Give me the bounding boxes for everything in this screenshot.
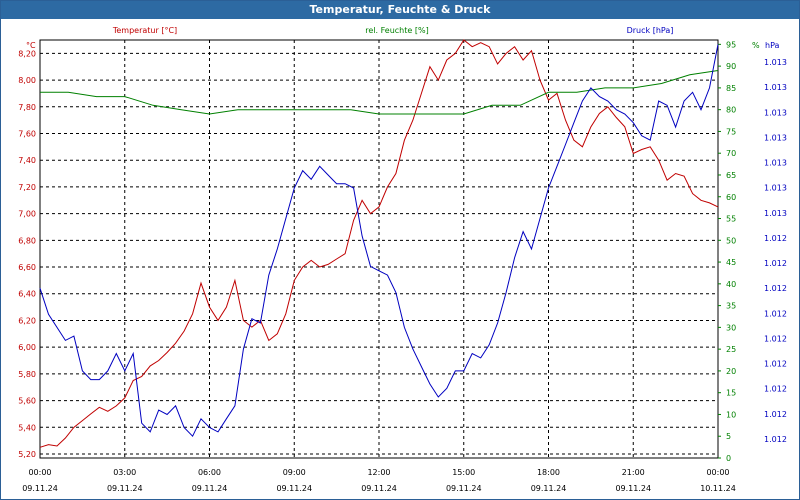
legend-pressure: Druck [hPa]	[627, 26, 674, 35]
y-far-right-tick-label: 1.012	[764, 284, 787, 293]
y-left-tick-label: 6,00	[18, 343, 36, 352]
x-tick-date: 09.11.24	[446, 484, 482, 493]
x-tick-date: 09.11.24	[531, 484, 567, 493]
y-left-tick-label: 5,20	[18, 450, 36, 459]
y-left-tick-label: 7,40	[18, 156, 36, 165]
x-tick-date: 09.11.24	[276, 484, 312, 493]
y-left-unit: °C	[26, 41, 36, 50]
y-right-unit: %	[752, 41, 760, 50]
y-right-tick-label: 15	[726, 389, 736, 398]
series-pressure	[39, 44, 719, 438]
y-right-tick-label: 85	[726, 84, 736, 93]
y-right-tick-label: 65	[726, 171, 736, 180]
x-tick-date: 09.11.24	[192, 484, 228, 493]
y-far-right-tick-label: 1.012	[764, 309, 787, 318]
y-left-tick-label: 7,80	[18, 103, 36, 112]
y-left-tick-label: 7,20	[18, 183, 36, 192]
y-left-tick-label: 6,20	[18, 316, 36, 325]
y-left-tick-label: 5,40	[18, 423, 36, 432]
y-far-right-tick-label: 1.013	[764, 83, 787, 92]
x-tick-date: 09.11.24	[615, 484, 651, 493]
y-right-tick-label: 35	[726, 302, 736, 311]
y-far-right-tick-label: 1.012	[764, 360, 787, 369]
chart-title: Temperatur, Feuchte & Druck	[1, 1, 799, 19]
labels: 5,20 5,40 5,60 5,80 6,00 6,20 6,40 6,60 6,80 7,00…	[18, 26, 787, 493]
x-tick-time: 21:00	[622, 468, 645, 477]
x-tick-date: 10.11.24	[700, 484, 736, 493]
y-far-right-tick-label: 1.013	[764, 133, 787, 142]
x-tick-time: 00:00	[28, 468, 51, 477]
y-left-tick-label: 7,00	[18, 210, 36, 219]
y-left-tick-label: 7,60	[18, 129, 36, 138]
y-right-tick-label: 95	[726, 40, 736, 49]
plot-area	[39, 39, 719, 448]
y-left-tick-label: 8,20	[18, 49, 36, 58]
y-right-tick-label: 20	[726, 367, 736, 376]
y-far-right-tick-label: 1.012	[764, 385, 787, 394]
y-right-tick-label: 45	[726, 258, 736, 267]
y-far-right-tick-label: 1.013	[764, 58, 787, 67]
y-far-right-tick-label: 1.012	[764, 234, 787, 243]
y-right-tick-label: 40	[726, 280, 736, 289]
y-left-tick-label: 6,40	[18, 290, 36, 299]
y-right-tick-label: 80	[726, 106, 736, 115]
y-right-tick-label: 70	[726, 149, 736, 158]
y-far-right-tick-label: 1.012	[764, 410, 787, 419]
x-tick-time: 06:00	[198, 468, 221, 477]
x-tick-time: 12:00	[367, 468, 390, 477]
grid	[40, 40, 718, 458]
plot-border	[39, 39, 719, 459]
y-right-tick-label: 5	[726, 432, 731, 441]
y-right-tick-label: 30	[726, 323, 736, 332]
series-temperature	[39, 39, 719, 448]
y-right-tick-label: 25	[726, 345, 736, 354]
y-right-tick-label: 50	[726, 236, 736, 245]
x-tick-date: 09.11.24	[107, 484, 143, 493]
y-left-tick-label: 5,80	[18, 370, 36, 379]
y-far-right-tick-label: 1.012	[764, 259, 787, 268]
y-right-tick-label: 75	[726, 127, 736, 136]
y-right-tick-label: 90	[726, 62, 736, 71]
x-tick-time: 15:00	[452, 468, 475, 477]
series-humidity	[40, 70, 719, 115]
y-far-right-tick-label: 1.013	[764, 108, 787, 117]
y-far-right-unit: hPa	[765, 41, 780, 50]
legend-temperature: Temperatur [°C]	[112, 26, 177, 35]
x-tick-time: 18:00	[537, 468, 560, 477]
legend-humidity: rel. Feuchte [%]	[365, 26, 428, 35]
y-far-right-tick-label: 1.012	[764, 435, 787, 444]
x-tick-time: 03:00	[113, 468, 136, 477]
y-left-tick-label: 8,00	[18, 76, 36, 85]
y-far-right-tick-label: 1.013	[764, 184, 787, 193]
y-far-right-tick-label: 1.013	[764, 209, 787, 218]
x-tick-date: 09.11.24	[22, 484, 58, 493]
y-far-right-tick-label: 1.013	[764, 159, 787, 168]
y-left-tick-label: 6,60	[18, 263, 36, 272]
y-right-tick-label: 60	[726, 193, 736, 202]
axes	[39, 39, 721, 459]
x-tick-time: 09:00	[283, 468, 306, 477]
y-left-tick-label: 5,60	[18, 397, 36, 406]
y-right-tick-label: 10	[726, 410, 736, 419]
y-far-right-tick-label: 1.012	[764, 334, 787, 343]
x-tick-date: 09.11.24	[361, 484, 397, 493]
x-tick-time: 00:00	[706, 468, 729, 477]
y-right-tick-label: 0	[726, 454, 731, 463]
y-left-tick-label: 6,80	[18, 236, 36, 245]
y-right-tick-label: 55	[726, 215, 736, 224]
